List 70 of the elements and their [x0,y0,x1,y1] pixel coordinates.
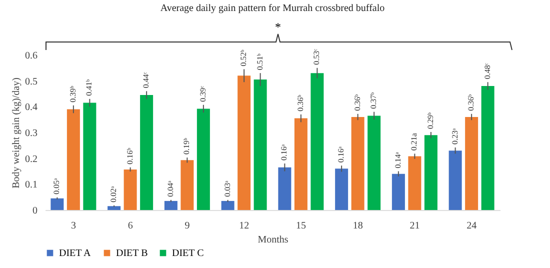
bar [238,76,251,210]
bar [140,95,154,210]
data-label: 0.16ᵇ [125,147,134,164]
data-label: 0.52ᵇ [239,49,248,66]
bar [448,150,462,210]
bar [221,200,234,210]
bar [351,117,364,210]
data-label: 0.39ᵇ [68,85,78,102]
data-label: 0.02ᵃ [109,185,118,202]
data-label: 0.21a [410,132,419,151]
data-label: 0.37ᵇ [369,92,378,109]
y-tick-label: 0 [32,206,38,216]
legend-label: DIET C [172,248,204,259]
bar [481,86,494,210]
y-tick-label: 0.3 [25,128,38,139]
bar [408,156,422,210]
data-label: 0.04ᵃ [166,180,175,197]
legend-label: DIET A [59,248,92,259]
x-tick-label: 21 [410,220,420,232]
data-label: 0.29ᵇ [426,112,435,129]
y-tick-label: 0.5 [25,76,38,88]
x-tick-label: 15 [296,220,306,232]
bar [164,200,178,210]
bar [180,160,194,210]
bar [465,117,478,210]
bar [310,73,324,210]
y-tick-label: 0.4 [25,102,38,114]
data-label: 0.53ᶜ [312,48,322,65]
legend-label: DIET B [116,248,148,259]
data-label: 0.36ᵇ [466,94,476,111]
data-label: 0.23ᵃ [450,127,460,144]
data-label: 0.48ᶜ [482,63,492,80]
bar [196,108,210,210]
y-tick-label: 0.1 [25,180,38,191]
data-label: 0.05ᵃ [52,177,62,194]
data-label: 0.39ᶜ [198,86,208,102]
data-label: 0.36ᵇ [296,94,305,112]
bar [294,118,308,210]
bar [392,174,405,210]
bar [66,109,80,210]
bar [368,116,381,210]
chart-title: Average daily gain pattern for Murrah crossbred buffalo [160,2,385,14]
x-axis-title: Months [258,234,288,246]
data-label: 0.41ᵇ [84,78,94,96]
bar [124,169,137,210]
x-tick-label: 9 [184,220,190,232]
data-label: 0.51ᵇ [255,53,264,70]
bar [254,80,267,210]
x-tick-label: 3 [70,220,76,232]
x-tick-label: 24 [466,220,477,232]
data-label: 0.44ᶜ [142,72,151,88]
data-label: 0.16ᵃ [280,144,289,160]
data-label: 0.03ᵃ [222,180,232,197]
data-label: 0.36ᵇ [352,94,362,111]
y-axis-title: Body weight gain (kg)/day) [11,78,22,188]
text: * [274,20,282,35]
bar [83,102,96,210]
bar [424,135,438,210]
y-tick-label: 0.2 [25,154,38,165]
y-tick-label: 0.6 [25,50,38,62]
x-tick-label: 6 [128,220,133,232]
bar [108,206,121,210]
x-tick-label: 18 [352,220,363,232]
bar [278,167,292,210]
data-label: 0.16ᵃ [336,146,346,163]
bar [50,198,64,210]
data-label: 0.19ᵇ [182,138,192,155]
data-label: 0.14ᵃ [393,151,402,168]
bar [335,168,348,210]
x-tick-label: 12 [239,220,250,232]
